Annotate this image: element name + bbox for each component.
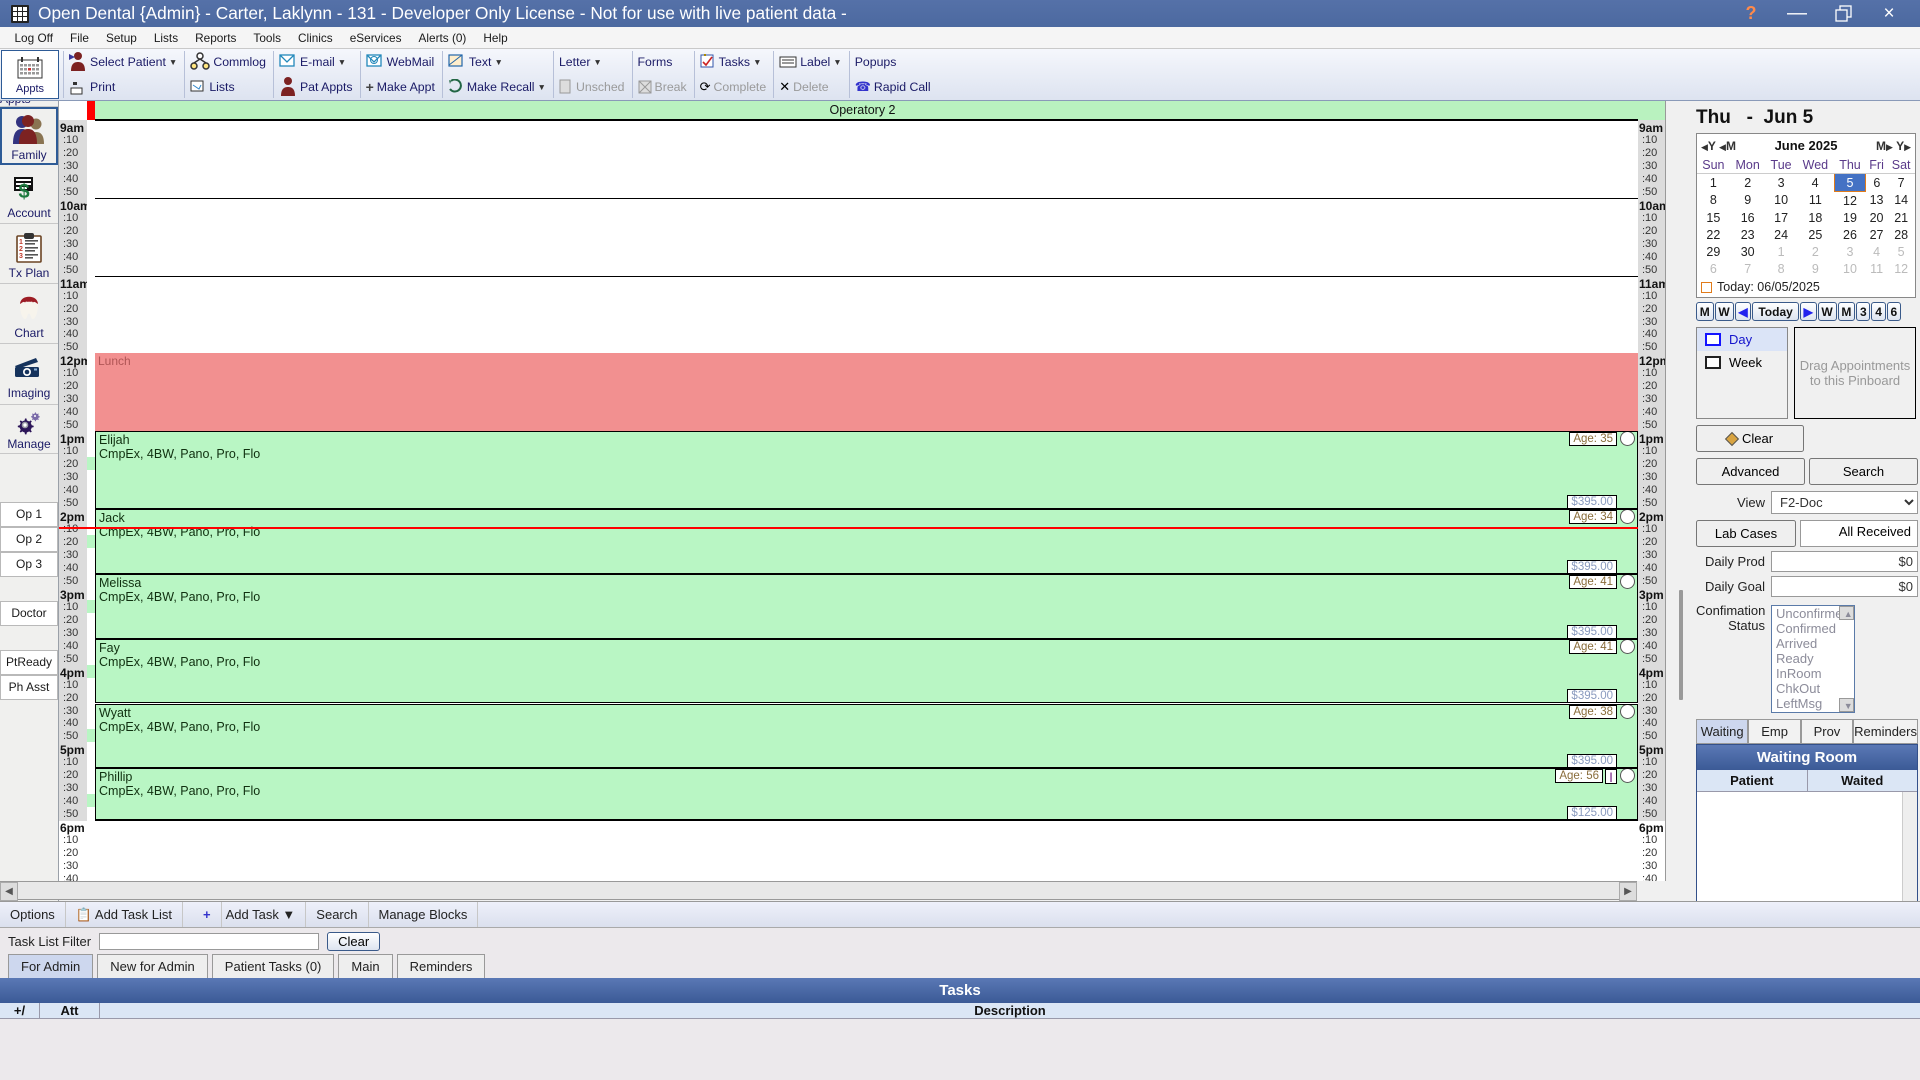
svg-text:3: 3	[19, 253, 23, 260]
svg-text:1: 1	[19, 239, 23, 246]
svg-text:$: $	[18, 181, 29, 201]
svg-text:2: 2	[19, 246, 23, 253]
